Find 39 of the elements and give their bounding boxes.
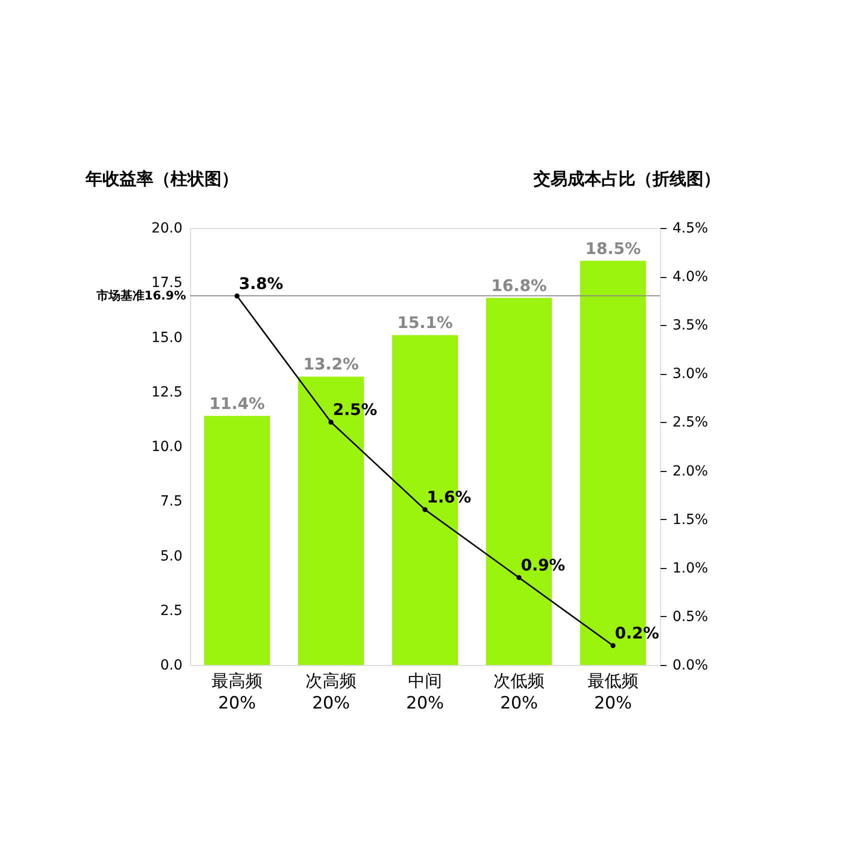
y2-tick-label: 1.0% <box>672 560 708 576</box>
x-tick-label: 次低频 20% <box>494 672 544 714</box>
x-tick-label: 次高频 20% <box>306 672 356 714</box>
point <box>422 507 428 512</box>
y-tick-label: 5.0 <box>160 548 182 564</box>
y2-tick-label: 1.5% <box>672 512 708 528</box>
y2-tick-label: 2.5% <box>672 414 708 431</box>
y-tick-label: 12.5 <box>151 384 182 400</box>
y2-tick-label: 3.0% <box>672 366 708 382</box>
y-tick-label: 17.5 <box>151 275 182 292</box>
point <box>328 420 334 425</box>
data-label: 16.8% <box>491 276 547 295</box>
data-label: 3.8% <box>238 274 284 293</box>
y-tick-label: 2.5 <box>160 602 182 619</box>
y2-axis-title: 交易成本占比（折线图） <box>532 170 720 190</box>
y2-tick-label: 0.0% <box>672 658 708 674</box>
y2-tick-label: 4.5% <box>672 220 708 236</box>
y-axis-title: 年收益率（柱状图） <box>84 170 238 190</box>
point <box>516 575 522 580</box>
point <box>234 293 240 298</box>
x-tick-label: 中间 20% <box>406 672 444 714</box>
y-tick-label: 20.0 <box>151 220 182 236</box>
data-label: 18.5% <box>585 238 641 258</box>
y-tick-label: 7.5 <box>160 494 182 510</box>
y2-tick-label: 0.5% <box>672 608 708 625</box>
y2-tick-label: 4.0% <box>672 269 708 286</box>
bar <box>204 416 270 665</box>
y-tick-label: 10.0 <box>151 439 182 455</box>
data-label: 15.1% <box>397 313 453 332</box>
point <box>610 643 616 648</box>
x-tick-label: 最低频 20% <box>588 672 638 714</box>
x-tick-label: 最高频 20% <box>212 672 262 714</box>
data-label: 11.4% <box>209 394 265 413</box>
y2-tick-label: 2.0% <box>672 463 708 480</box>
y-tick-label: 15.0 <box>151 330 182 346</box>
y-tick-label: 0.0 <box>160 658 182 674</box>
ref-line-label: 市场基准16.9% <box>95 288 186 303</box>
data-label: 13.2% <box>303 354 359 374</box>
y2-tick-label: 3.5% <box>672 318 708 334</box>
